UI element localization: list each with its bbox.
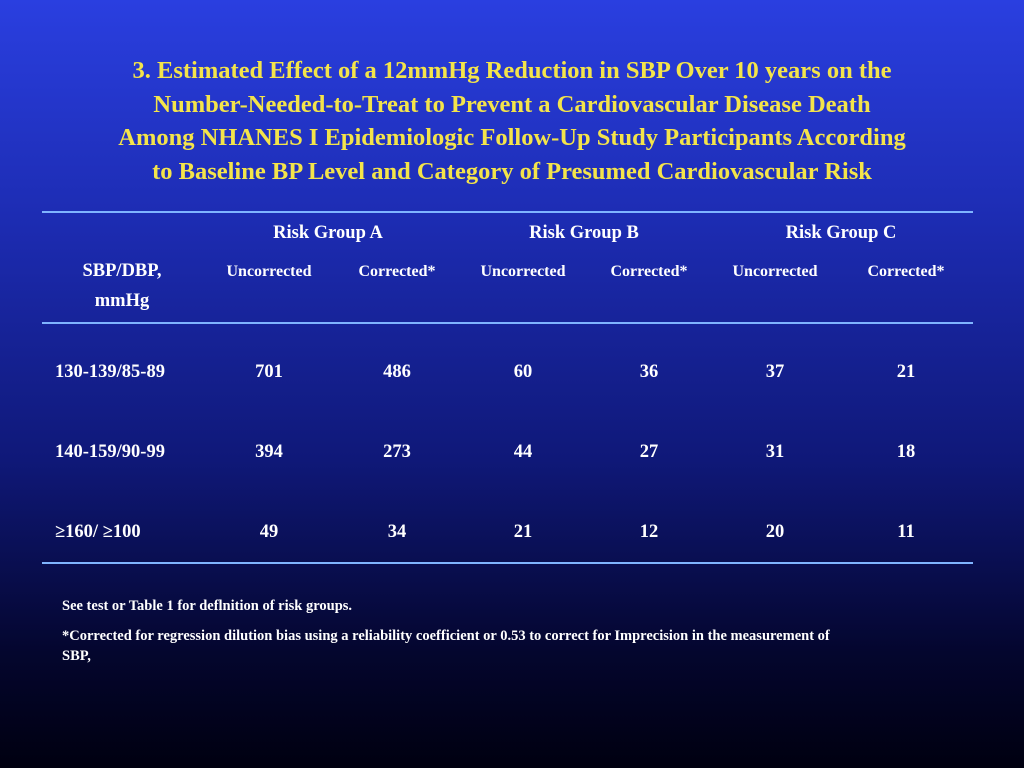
row-label: ≥160/ ≥100	[55, 522, 141, 542]
row-header: SBP/DBP, mmHg	[83, 256, 162, 316]
row-header-line: mmHg	[94, 291, 150, 311]
table-cell: 701	[255, 362, 283, 382]
table-cell: 18	[896, 442, 916, 462]
title-line: 3. Estimated Effect of a 12mmHg Reductio…	[132, 57, 892, 84]
subheader-b-uncorrected: Uncorrected	[480, 263, 566, 280]
table-cell: 21	[513, 522, 533, 542]
row-label: 130-139/85-89	[55, 362, 165, 382]
table-cell: 31	[765, 442, 785, 462]
footnote-definition: See test or Table 1 for deflnition of ri…	[62, 598, 353, 614]
table-cell: 27	[639, 442, 659, 462]
row-label: 140-159/90-99	[55, 442, 165, 462]
table-cell: 60	[513, 362, 533, 382]
subheader-a-uncorrected: Uncorrected	[226, 263, 312, 280]
title-line: Number-Needed-to-Treat to Prevent a Card…	[153, 90, 871, 118]
table-top-rule	[42, 211, 973, 213]
table-bottom-rule	[42, 562, 973, 564]
table-cell: 36	[639, 362, 659, 382]
header-bottom-rule	[42, 322, 973, 324]
table-cell: 37	[765, 362, 785, 382]
table-cell: 12	[639, 522, 659, 542]
table-cell: 273	[383, 442, 411, 462]
table-cell: 34	[387, 522, 407, 542]
footnote-correction: *Corrected for regression dilution bias …	[62, 628, 830, 664]
group-header-b: Risk Group B	[529, 223, 639, 243]
table-cell: 11	[897, 522, 915, 542]
slide-title: 3. Estimated Effect of a 12mmHg Reductio…	[40, 54, 984, 188]
footnotes: See test or Table 1 for deflnition of ri…	[62, 596, 862, 676]
group-header-a: Risk Group A	[273, 223, 383, 243]
group-header-c: Risk Group C	[785, 223, 897, 243]
table-cell: 44	[513, 442, 533, 462]
table-cell: 49	[259, 522, 279, 542]
table-cell: 20	[765, 522, 785, 542]
subheader-c-corrected: Corrected*	[867, 263, 945, 280]
title-line: to Baseline BP Level and Category of Pre…	[152, 157, 872, 185]
table-cell: 21	[896, 362, 916, 382]
subheader-b-corrected: Corrected*	[610, 263, 688, 280]
subheader-c-uncorrected: Uncorrected	[732, 263, 818, 280]
title-line: Among NHANES I Epidemiologic Follow-Up S…	[118, 124, 906, 151]
subheader-a-corrected: Corrected*	[358, 263, 436, 280]
table-cell: 394	[255, 442, 283, 462]
row-header-line: SBP/DBP,	[82, 261, 162, 281]
table-cell: 486	[383, 362, 411, 382]
